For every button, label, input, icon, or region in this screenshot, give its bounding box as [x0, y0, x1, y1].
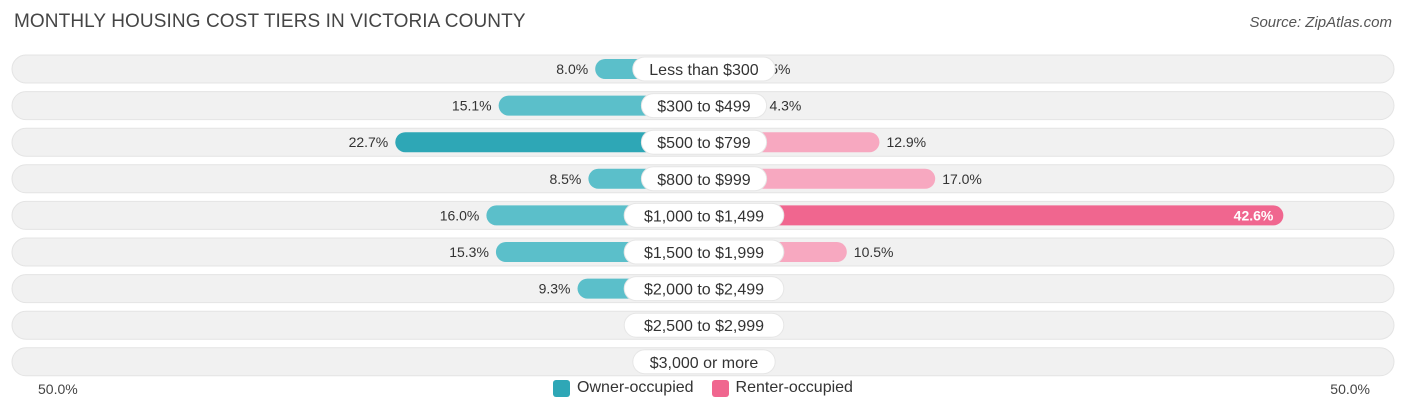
category-pill	[623, 239, 785, 265]
category-label: $500 to $799	[657, 135, 751, 152]
legend-owner-swatch	[553, 379, 571, 397]
owner-value-label: 9.3%	[539, 281, 571, 297]
legend: Owner-occupied Renter-occupied	[0, 379, 1406, 397]
owner-value-label: 8.5%	[549, 171, 581, 187]
renter-value-label: 12.9%	[886, 134, 926, 150]
axis-right-label: 50.0%	[1330, 381, 1370, 397]
legend-owner-label: Owner-occupied	[577, 379, 694, 396]
owner-bar	[395, 132, 704, 153]
category-label: $2,500 to $2,999	[644, 318, 764, 335]
category-label: $1,000 to $1,499	[644, 208, 764, 225]
renter-value-label: 17.0%	[942, 171, 982, 187]
owner-value-label: 15.1%	[452, 98, 492, 114]
owner-value-label: 16.0%	[440, 207, 480, 223]
owner-value-label: 15.3%	[449, 244, 489, 260]
category-label: $1,500 to $1,999	[644, 245, 764, 262]
category-label: $3,000 or more	[650, 355, 759, 372]
legend-renter: Renter-occupied	[711, 379, 853, 397]
legend-owner: Owner-occupied	[553, 379, 694, 397]
renter-value-label: 10.5%	[854, 244, 894, 260]
category-pill	[640, 129, 768, 155]
category-pill	[623, 202, 785, 228]
renter-value-label: 42.6%	[1234, 207, 1274, 223]
axis-left-label: 50.0%	[38, 381, 78, 397]
legend-renter-swatch	[711, 379, 729, 397]
renter-bar	[704, 205, 1284, 226]
category-label: $800 to $999	[657, 172, 751, 189]
source-credit: Source: ZipAtlas.com	[1249, 14, 1392, 31]
category-label: $2,000 to $2,499	[644, 282, 764, 299]
legend-renter-label: Renter-occupied	[735, 379, 853, 396]
renter-value-label: 4.3%	[769, 98, 801, 114]
category-pill	[632, 349, 776, 375]
chart-title: MONTHLY HOUSING COST TIERS IN VICTORIA C…	[14, 11, 526, 32]
owner-value-label: 8.0%	[556, 61, 588, 77]
category-pill	[640, 166, 768, 192]
category-label: $300 to $499	[657, 99, 751, 116]
category-pill	[623, 312, 785, 338]
category-pill	[623, 276, 785, 302]
category-pill	[632, 56, 776, 82]
owner-value-label: 22.7%	[349, 134, 389, 150]
category-label: Less than $300	[649, 62, 759, 79]
category-pill	[640, 93, 768, 119]
